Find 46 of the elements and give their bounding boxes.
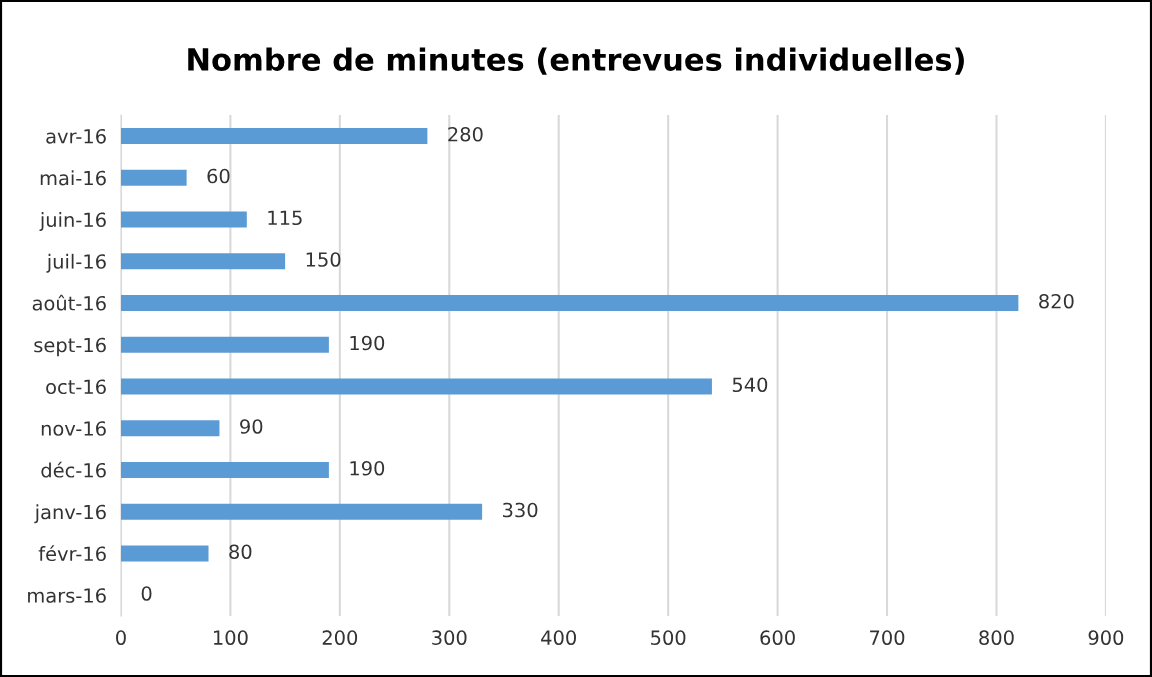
data-label: 90 — [240, 419, 263, 434]
x-tick-label: 200 — [322, 630, 358, 646]
x-tick-label: 0 — [116, 630, 126, 646]
y-tick-label: déc-16 — [41, 461, 106, 478]
bar — [120, 295, 1019, 311]
y-tick-label: juin-16 — [39, 212, 106, 231]
y-tick-label: janv-16 — [34, 504, 106, 524]
y-tick-label: oct-16 — [46, 379, 106, 395]
data-label: 150 — [306, 252, 341, 267]
bar — [120, 378, 712, 395]
bar — [120, 503, 483, 520]
bar — [120, 545, 209, 562]
chart-title: Nombre de minutes (entrevues individuelles) — [188, 47, 964, 75]
data-label: 330 — [503, 502, 538, 518]
y-tick-label: avr-16 — [46, 128, 106, 144]
y-tick-label: août-16 — [32, 294, 106, 311]
x-tick-label: 400 — [541, 630, 576, 646]
bar — [120, 462, 329, 478]
data-label: 190 — [350, 460, 385, 476]
x-tick-label: 100 — [213, 630, 248, 646]
bar — [120, 420, 220, 437]
bar — [120, 169, 187, 186]
bar — [120, 253, 286, 270]
data-label: 540 — [732, 377, 768, 393]
data-label: 190 — [350, 335, 385, 351]
y-tick-label: mai-16 — [40, 170, 106, 186]
bar — [120, 128, 428, 144]
y-tick-label: févr-16 — [38, 545, 106, 562]
y-tick-label: juil-16 — [46, 253, 106, 273]
data-label: 80 — [229, 544, 252, 560]
y-tick-label: mars-16 — [28, 588, 106, 603]
bar — [120, 211, 247, 228]
x-tick-label: 500 — [651, 630, 686, 646]
x-tick-label: 800 — [979, 630, 1014, 646]
data-label: 115 — [268, 210, 302, 226]
x-tick-label: 900 — [1088, 630, 1124, 646]
x-tick-label: 700 — [870, 630, 905, 646]
y-tick-label: sept-16 — [34, 337, 106, 357]
data-label: 820 — [1039, 293, 1074, 309]
y-tick-label: nov-16 — [41, 421, 106, 436]
data-label: 0 — [141, 586, 152, 601]
bar — [120, 336, 329, 353]
data-label: 60 — [207, 168, 230, 184]
data-label: 280 — [448, 126, 483, 142]
x-tick-label: 300 — [432, 630, 467, 646]
x-tick-label: 600 — [760, 630, 795, 646]
